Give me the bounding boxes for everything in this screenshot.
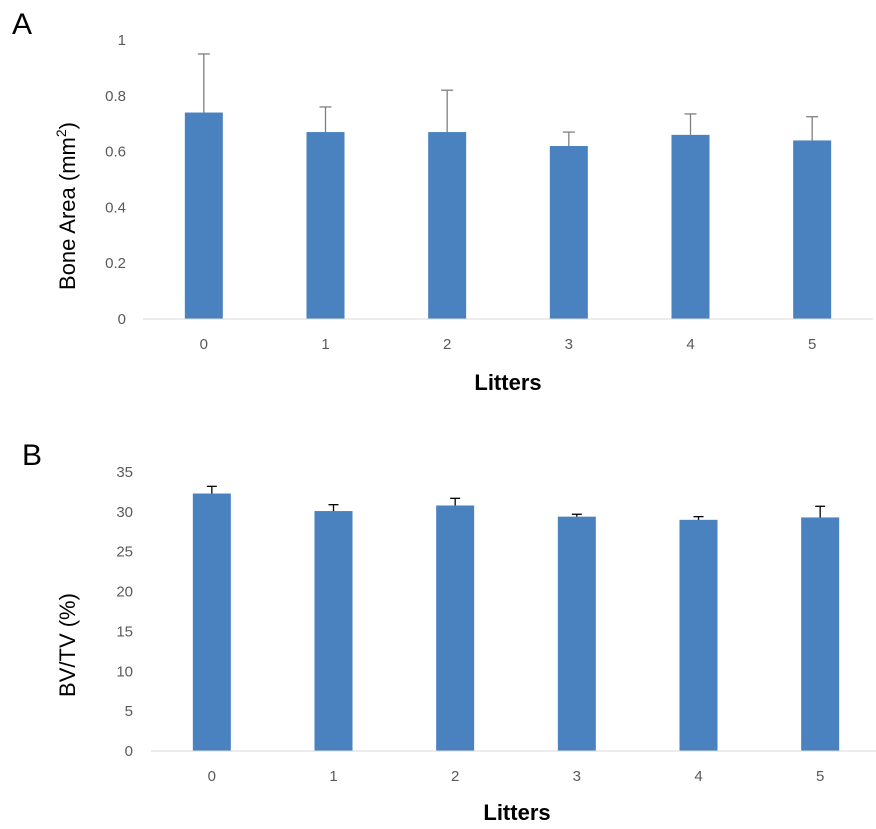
y-tick-labels: 0 5 10 15 20 25 30 35 <box>116 464 133 760</box>
y-tick-10: 10 <box>116 663 133 680</box>
bars-group <box>184 112 832 319</box>
x-tick-1: 1 <box>321 336 329 353</box>
error-bar-1 <box>319 106 332 133</box>
y-tick-0.2: 0.2 <box>105 255 126 272</box>
bars-group <box>192 493 840 751</box>
panel-label-b: B <box>22 439 43 472</box>
x-tick-labels: 0 1 2 3 4 5 <box>200 336 817 353</box>
y-tick-25: 25 <box>116 544 133 561</box>
error-bar-4 <box>684 113 697 135</box>
error-bar-0 <box>206 485 217 494</box>
x-tick-2: 2 <box>443 336 451 353</box>
y-tick-15: 15 <box>116 623 133 640</box>
error-bar-5 <box>815 505 826 518</box>
bone-area-chart: 0 0.2 0.4 0.6 0.8 1 0 1 2 3 4 5 Litters Bone Area … <box>53 32 873 395</box>
bar-3 <box>557 516 596 751</box>
x-tick-labels: 0 1 2 3 4 5 <box>208 768 825 785</box>
x-tick-5: 5 <box>808 336 816 353</box>
error-bar-2 <box>441 89 454 133</box>
x-axis-label: Litters <box>474 370 541 395</box>
error-bar-3 <box>571 513 582 517</box>
error-bar-5 <box>806 116 819 141</box>
chart-panel-b: B 0 5 10 15 20 25 30 35 0 1 2 3 4 5 Litters BV/TV (%… <box>0 425 876 829</box>
bar-0 <box>192 493 231 751</box>
panel-label-a: A <box>12 8 33 41</box>
error-bars-group <box>206 485 826 520</box>
bar-3 <box>549 146 588 319</box>
y-axis-label: Bone Area (mm2) <box>53 122 80 290</box>
y-tick-35: 35 <box>116 464 133 481</box>
x-tick-5: 5 <box>816 768 824 785</box>
chart-panel-a: A 0 0.2 0.4 0.6 0.8 1 0 1 2 3 4 5 Litters Bone Are… <box>0 0 876 405</box>
bar-5 <box>801 517 840 751</box>
x-tick-3: 3 <box>573 768 581 785</box>
bvtv-chart: 0 5 10 15 20 25 30 35 0 1 2 3 4 5 Litters BV/TV (%) <box>55 464 876 825</box>
error-bar-1 <box>328 504 339 512</box>
x-tick-4: 4 <box>694 768 702 785</box>
error-bar-4 <box>693 515 704 520</box>
y-tick-1: 1 <box>118 32 126 49</box>
x-tick-2: 2 <box>451 768 459 785</box>
x-tick-3: 3 <box>565 336 573 353</box>
bar-2 <box>428 132 467 319</box>
x-tick-4: 4 <box>686 336 694 353</box>
y-axis-label: BV/TV (%) <box>55 593 80 697</box>
y-tick-0: 0 <box>118 311 126 328</box>
y-tick-20: 20 <box>116 584 133 601</box>
bar-4 <box>671 134 710 319</box>
x-axis-label: Litters <box>483 800 550 825</box>
bar-0 <box>184 112 223 319</box>
bar-2 <box>436 505 475 751</box>
y-tick-0.6: 0.6 <box>105 144 126 161</box>
x-tick-1: 1 <box>329 768 337 785</box>
x-tick-0: 0 <box>208 768 216 785</box>
bar-4 <box>679 519 718 751</box>
x-tick-0: 0 <box>200 336 208 353</box>
bar-1 <box>314 511 353 751</box>
error-bar-3 <box>562 131 575 147</box>
y-tick-0.8: 0.8 <box>105 88 126 105</box>
y-tick-0: 0 <box>125 743 133 760</box>
bar-5 <box>793 140 832 319</box>
y-tick-30: 30 <box>116 504 133 521</box>
bar-1 <box>306 132 345 319</box>
error-bar-2 <box>450 497 461 506</box>
y-tick-5: 5 <box>125 703 133 720</box>
y-tick-labels: 0 0.2 0.4 0.6 0.8 1 <box>105 32 126 328</box>
y-tick-0.4: 0.4 <box>105 199 126 216</box>
error-bars-group <box>197 53 819 147</box>
error-bar-0 <box>197 53 210 113</box>
